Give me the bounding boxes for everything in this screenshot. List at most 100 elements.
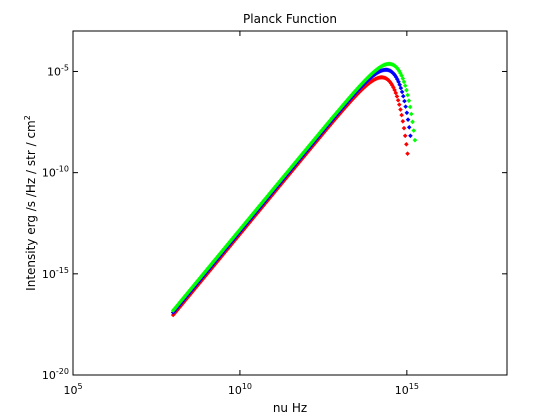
x-tick-label-exponent: 10 (242, 382, 252, 391)
series-3-point (360, 80, 366, 86)
series-3-point (246, 216, 251, 222)
series-3-point (258, 202, 263, 207)
series-2-point (405, 117, 411, 122)
y-axis-label-main: Intensity erg /s /Hz / str / cm (24, 120, 38, 291)
series-3-point (289, 163, 295, 169)
series-3-point (402, 83, 408, 89)
series-3-point (263, 196, 268, 201)
series-3-point (178, 299, 183, 304)
series-3-point (334, 109, 340, 115)
series-3-point (351, 89, 357, 95)
series-3-point (399, 73, 404, 78)
series-3-point (357, 83, 363, 88)
series-2-point (408, 133, 413, 139)
series-3-point (299, 152, 305, 157)
series-3-point (187, 287, 193, 293)
series-3-point (173, 305, 178, 310)
series-3-point (296, 156, 301, 162)
series-3-point (310, 138, 316, 144)
series-3-point (409, 111, 414, 117)
series-3-point (401, 79, 407, 85)
series-3-point (305, 144, 311, 150)
series-3-point (196, 277, 201, 282)
y-tick-label-exponent: -20 (56, 367, 69, 376)
series-3-point (328, 116, 334, 122)
series-3-point (410, 119, 415, 125)
series-3-point (223, 244, 228, 250)
series-1-point (395, 97, 401, 103)
series-3-point (254, 206, 260, 212)
series-1-point (183, 297, 189, 302)
y-tick-label-base: 10 (47, 65, 61, 78)
tick-marks (72, 31, 507, 376)
series-3-point (270, 187, 276, 193)
series-1-point (386, 78, 392, 83)
series-3-point (366, 74, 372, 79)
series-3-point (339, 103, 345, 109)
series-3-point (235, 230, 240, 235)
series-2-point (399, 89, 405, 95)
x-axis-label: nu Hz (273, 401, 307, 415)
series-2-point (390, 70, 395, 75)
series-3-point (311, 137, 317, 143)
series-3-point (308, 141, 313, 147)
series-1-point (389, 82, 395, 88)
series-3-point (209, 261, 215, 266)
series-3-point (210, 259, 216, 265)
series-3-point (183, 293, 188, 299)
y-tick-label-base: 10 (42, 268, 56, 281)
series-2-point (398, 85, 404, 91)
series-1-point (184, 295, 190, 301)
series-3-point (242, 221, 248, 226)
series-3-point (198, 274, 204, 279)
series-3-point (407, 104, 413, 110)
chart-title: Planck Function (243, 12, 337, 26)
series-3-point (219, 249, 225, 254)
series-3-point (364, 76, 369, 82)
series-3-point (349, 92, 355, 98)
series-3-point (202, 269, 208, 275)
series-3-point (204, 266, 210, 272)
series-3-point (314, 134, 319, 140)
series-3-point (274, 183, 279, 188)
series-3-point (316, 131, 322, 137)
series-3-point (395, 66, 401, 72)
series-3-point (285, 169, 290, 175)
y-tick-label: 10-5 (47, 63, 69, 78)
series-3-point (331, 114, 336, 119)
series-1-point (391, 85, 396, 90)
series-3-point (405, 92, 410, 98)
series-1-point (404, 141, 409, 147)
series-3-point (179, 297, 184, 303)
series-3-point (217, 252, 222, 257)
series-2-point (404, 110, 410, 116)
x-tick-label-base: 10 (228, 384, 242, 397)
series-3-point (393, 64, 398, 69)
series-3-point (207, 264, 212, 269)
series-3-point (236, 228, 242, 234)
series-3-point (190, 284, 195, 290)
series-3-point (287, 166, 293, 172)
series-3-point (412, 137, 418, 143)
series-3-point (325, 121, 330, 126)
series-1-point (181, 299, 187, 305)
series-3-point (322, 124, 328, 129)
plot-area (72, 30, 508, 376)
series-1-point (394, 94, 400, 99)
series-1-point (397, 102, 402, 107)
series-3-point (174, 303, 180, 309)
series-3-point (181, 294, 187, 300)
series-3-point (368, 71, 374, 77)
x-tick-label-exponent: 5 (77, 382, 82, 391)
series-3-point (320, 127, 325, 132)
y-tick-label-exponent: -5 (61, 63, 69, 72)
series-3-point (248, 213, 254, 219)
series-1-point (405, 151, 410, 156)
series-1-point (401, 125, 407, 131)
y-tick-label-exponent: -15 (56, 266, 69, 275)
series-3-point (278, 177, 284, 182)
series-1-point (182, 298, 188, 304)
series-3-point (404, 87, 409, 93)
x-tick-label-base: 10 (395, 384, 409, 397)
